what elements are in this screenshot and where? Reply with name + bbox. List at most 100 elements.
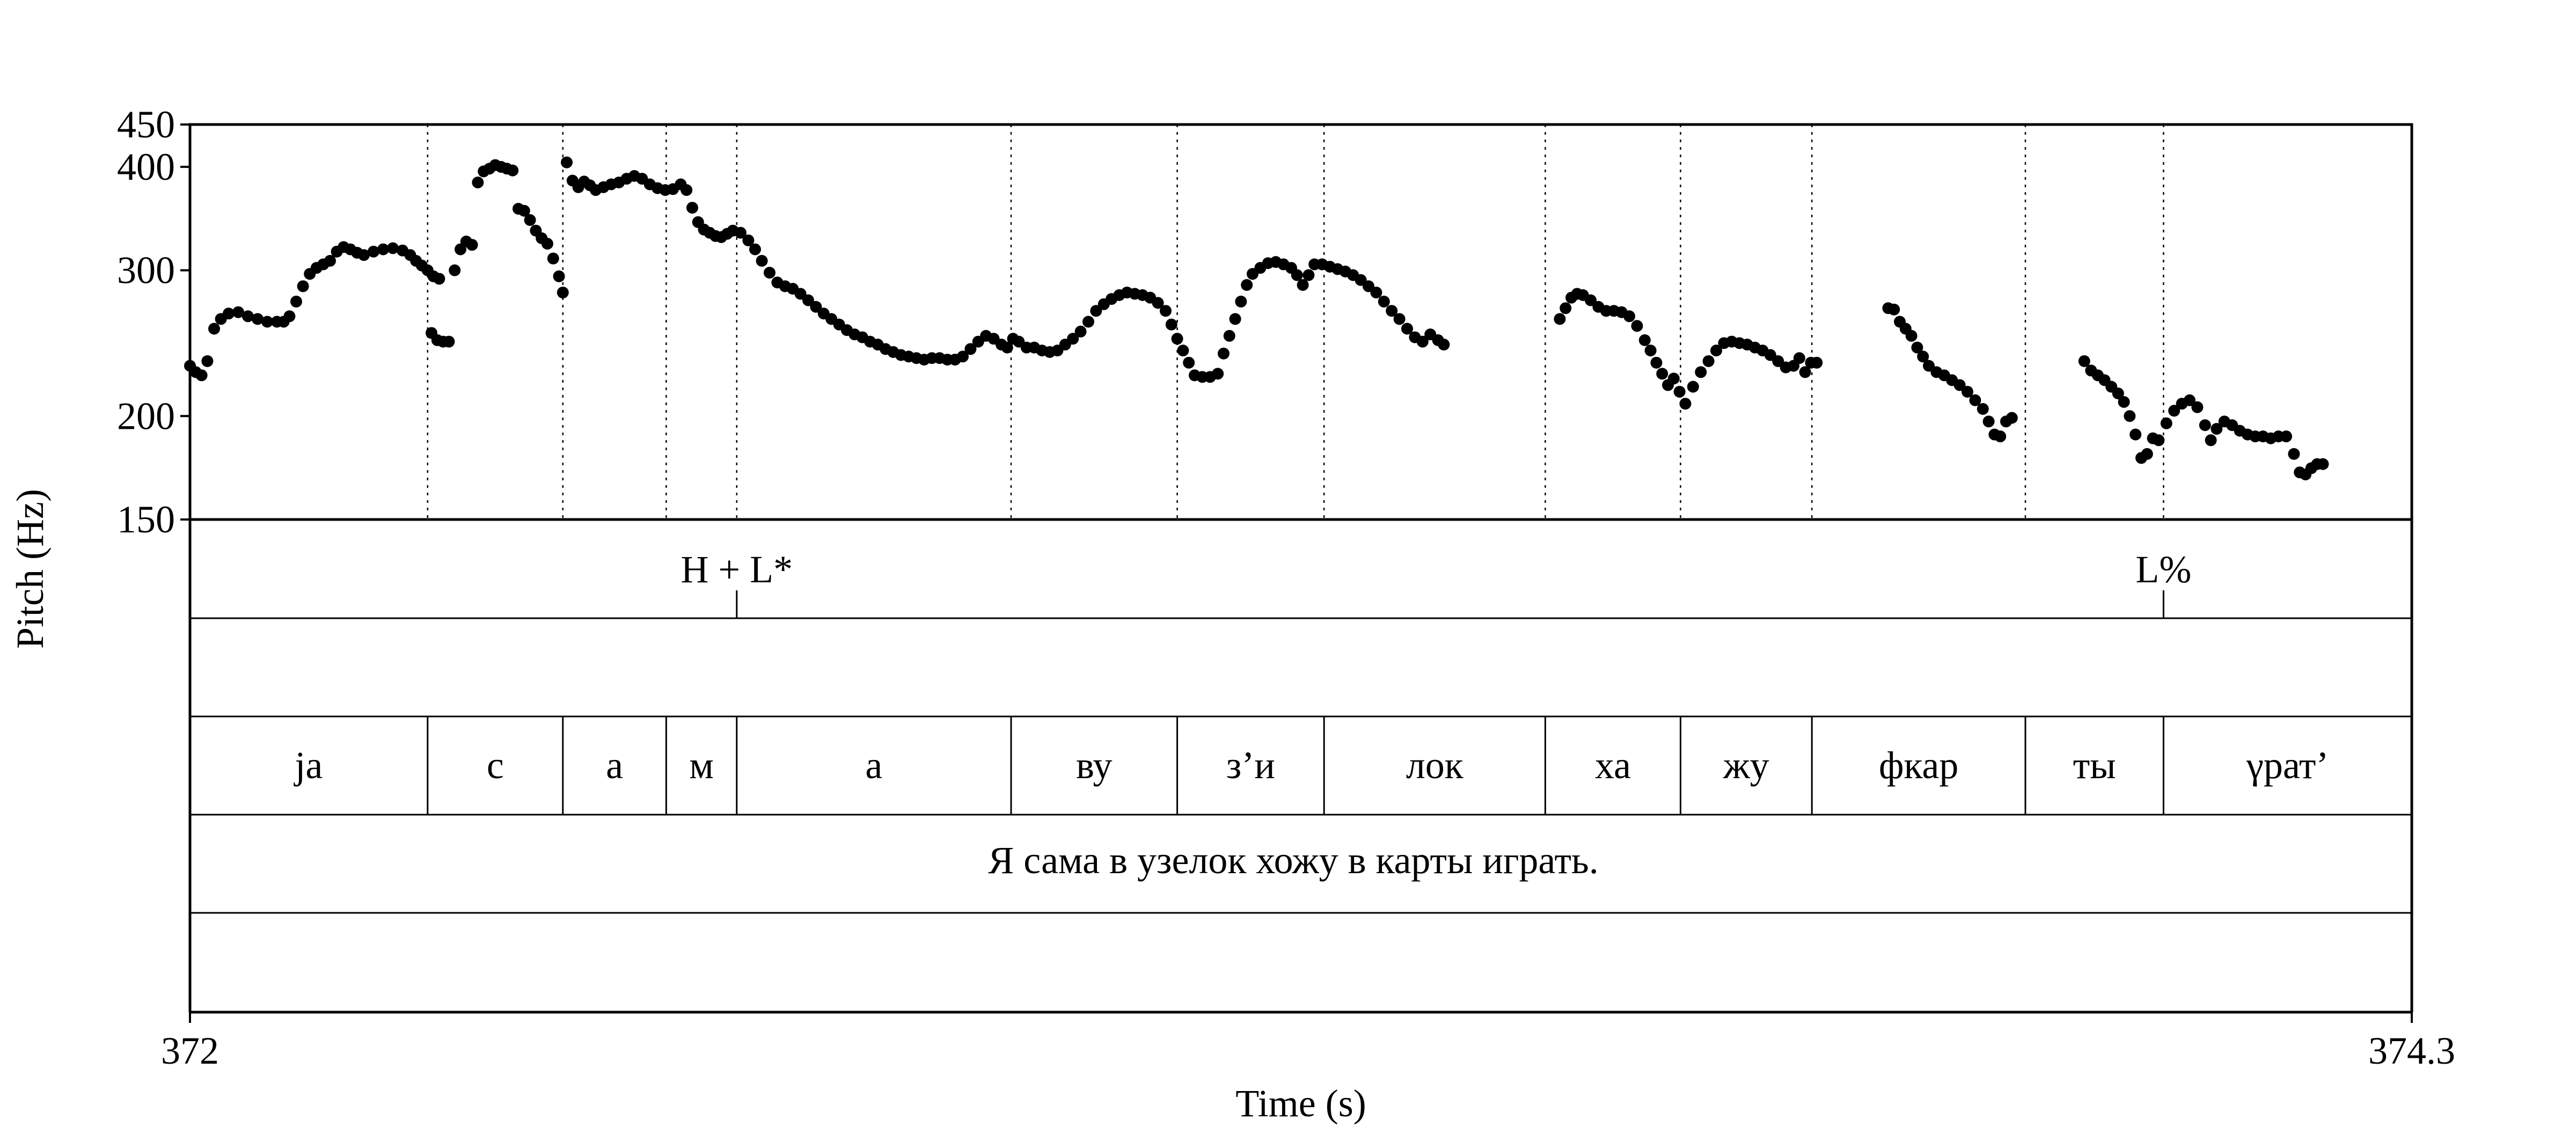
pitch-point [208,323,220,335]
pitch-point [1650,356,1663,369]
pitch-point [1710,345,1722,357]
pitch-point [2168,405,2180,417]
pitch-point [1644,345,1657,357]
pitch-point [1165,318,1177,331]
pitch-point [1799,366,1811,378]
pitch-point [557,287,569,299]
pitch-point [686,202,698,214]
pitch-point [1994,430,2007,443]
pitch-point [1082,316,1094,328]
pitch-point [2141,448,2153,460]
pitch-point [1888,303,1900,316]
pitch-point [2153,434,2165,447]
pitch-point [433,273,445,285]
pitch-point [368,245,379,258]
pitch-point [2191,401,2204,413]
pitch-point [290,295,302,308]
pitch-point [1218,347,1230,360]
pitch-point [1001,341,1013,354]
pitch-point [1905,330,1918,342]
pitch-point [541,238,553,250]
pitch-point [735,226,747,239]
syllable-label: лок [1406,744,1464,787]
pitch-point [2288,448,2300,460]
pitch-point [1702,355,1715,367]
pitch-point [524,214,536,226]
pitch-point [2124,410,2136,422]
pitch-point [297,280,309,292]
pitch-point [1438,339,1450,351]
pitch-point [1212,368,1224,380]
pitch-point [2160,417,2172,429]
pitch-point [2317,458,2329,470]
pitch-point [756,255,768,267]
pitch-point [1977,403,1989,415]
pitch-point [547,252,559,265]
pitch-point [518,204,530,217]
syllable-label: ву [1076,744,1113,787]
pitch-point [1241,279,1253,291]
pitch-point [1793,352,1805,364]
pitch-point [1953,379,1966,391]
pitch-point [1416,335,1429,348]
pitch-point [261,316,273,328]
pitch-point [1554,313,1566,325]
pitch-point [358,249,370,261]
pitch-point [449,264,461,276]
x-tick-label-end: 374.3 [2368,1029,2455,1072]
y-tick-label: 450 [117,103,175,146]
pitch-point [2078,355,2090,367]
x-axis-label: Time (s) [1235,1082,1366,1125]
syllable-label: а [606,744,623,787]
pitch-point [1695,366,1707,378]
pitch-point [749,243,761,255]
pitch-point [1917,350,1929,363]
syllable-label: γрат’ [2246,744,2329,787]
pitch-point [553,270,565,282]
pitch-point [1297,279,1309,291]
pitch-point [1235,295,1247,308]
tone-label: H + L* [681,548,793,591]
pitch-point [1171,333,1183,345]
syllable-label: з’и [1226,744,1275,787]
pitch-point [2112,387,2124,400]
pitch-point [680,184,693,196]
pitch-point [1370,287,1382,299]
pitch-point [810,301,822,313]
pitch-panel-frame [188,123,2413,521]
pitch-point [1160,305,1172,317]
pitch-point [1623,310,1635,323]
pitch-point [1638,334,1651,346]
pitch-point [1152,297,1164,309]
pitch-point [1982,415,1995,428]
syllable-label: фкар [1879,744,1959,787]
pitch-point [2184,394,2196,406]
y-tick-label: 200 [117,394,175,437]
pitch-point [2006,412,2018,424]
syllable-label: с [487,744,504,787]
pitch-points [184,156,2329,481]
syllable-label: жу [1723,744,1769,787]
pitch-point [223,308,235,320]
pitch-point [1401,323,1413,335]
pitch-point [1962,385,1973,398]
pitch-point [1229,313,1241,325]
pitch-point [561,156,573,169]
pitch-point [1969,394,1981,406]
pitch-point [802,294,814,306]
pitch-point [242,310,254,323]
pitch-point [1177,345,1189,357]
pitch-point [1631,320,1643,332]
syllable-label: ты [2073,744,2116,787]
pitch-point [2129,428,2142,441]
pitch-point [2211,423,2223,435]
pitch-point [1074,325,1087,338]
syllable-boundary-lines [427,125,2164,815]
pitch-point [1090,305,1102,317]
pitch-point [1386,305,1398,317]
pitch-point [957,350,969,363]
pitch-point [1667,372,1680,385]
pitch-point [466,239,478,251]
